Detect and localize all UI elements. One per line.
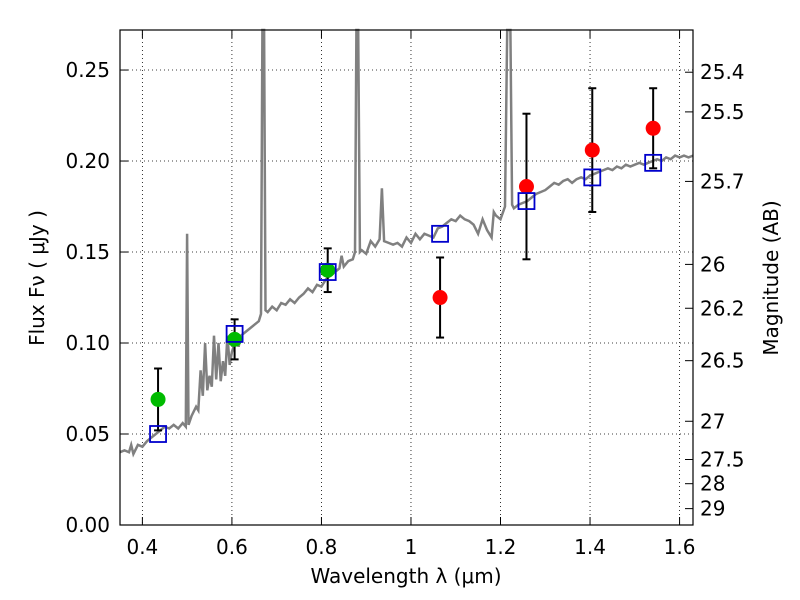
error-bars [154, 87, 658, 432]
data-point [584, 142, 600, 158]
x-tick-label: 1 [405, 535, 418, 559]
right-tick-label: 25.5 [700, 100, 745, 124]
x-tick-label: 1.6 [664, 535, 696, 559]
model-point [318, 263, 337, 281]
right-tick-label: 27 [700, 409, 725, 433]
data-point [150, 391, 166, 407]
spectrum-line [119, 28, 694, 458]
y-tick-label: 0.15 [65, 240, 110, 264]
data-point [518, 179, 534, 195]
y-axis-title: Flux Fν ( μJy ) [25, 210, 49, 346]
data-markers [149, 120, 663, 443]
spectrum-layer [119, 28, 694, 458]
data-point [432, 290, 448, 306]
axis-ticks: 0.4 0.6 0.8 1 1.2 1.4 1.6 0.00 0.05 0.10 0.15 0.20 0… [65, 30, 745, 559]
x-tick-label: 0.8 [306, 535, 338, 559]
model-point [644, 153, 663, 172]
right-tick-label: 27.5 [700, 447, 745, 471]
x-tick-label: 0.6 [216, 535, 248, 559]
model-point [149, 425, 167, 443]
data-point [645, 120, 661, 136]
y-tick-label: 0.00 [65, 513, 110, 537]
x-axis-title: Wavelength λ (μm) [310, 564, 501, 588]
right-tick-label: 29 [700, 497, 725, 521]
x-tick-label: 0.4 [126, 535, 158, 559]
data-point [320, 262, 336, 278]
right-tick-label: 26 [700, 252, 725, 276]
y-tick-label: 0.10 [65, 331, 110, 355]
data-point [227, 331, 243, 347]
model-point [583, 168, 602, 187]
model-point [431, 224, 449, 243]
model-point [225, 325, 244, 343]
x-tick-label: 1.2 [485, 535, 517, 559]
y-tick-label: 0.05 [65, 422, 110, 446]
right-tick-label: 25.4 [700, 60, 745, 84]
right-tick-label: 28 [700, 472, 725, 496]
grid [120, 30, 693, 526]
right-tick-label: 25.7 [700, 169, 745, 193]
right-tick-label: 26.2 [700, 296, 745, 320]
model-point [517, 192, 536, 210]
x-tick-label: 1.4 [574, 535, 606, 559]
right-axis-title: Magnitude (AB) [759, 200, 783, 355]
plot-frame [119, 29, 694, 526]
y-tick-label: 0.20 [65, 149, 110, 173]
y-tick-label: 0.25 [65, 58, 110, 82]
right-tick-label: 26.5 [700, 349, 745, 373]
